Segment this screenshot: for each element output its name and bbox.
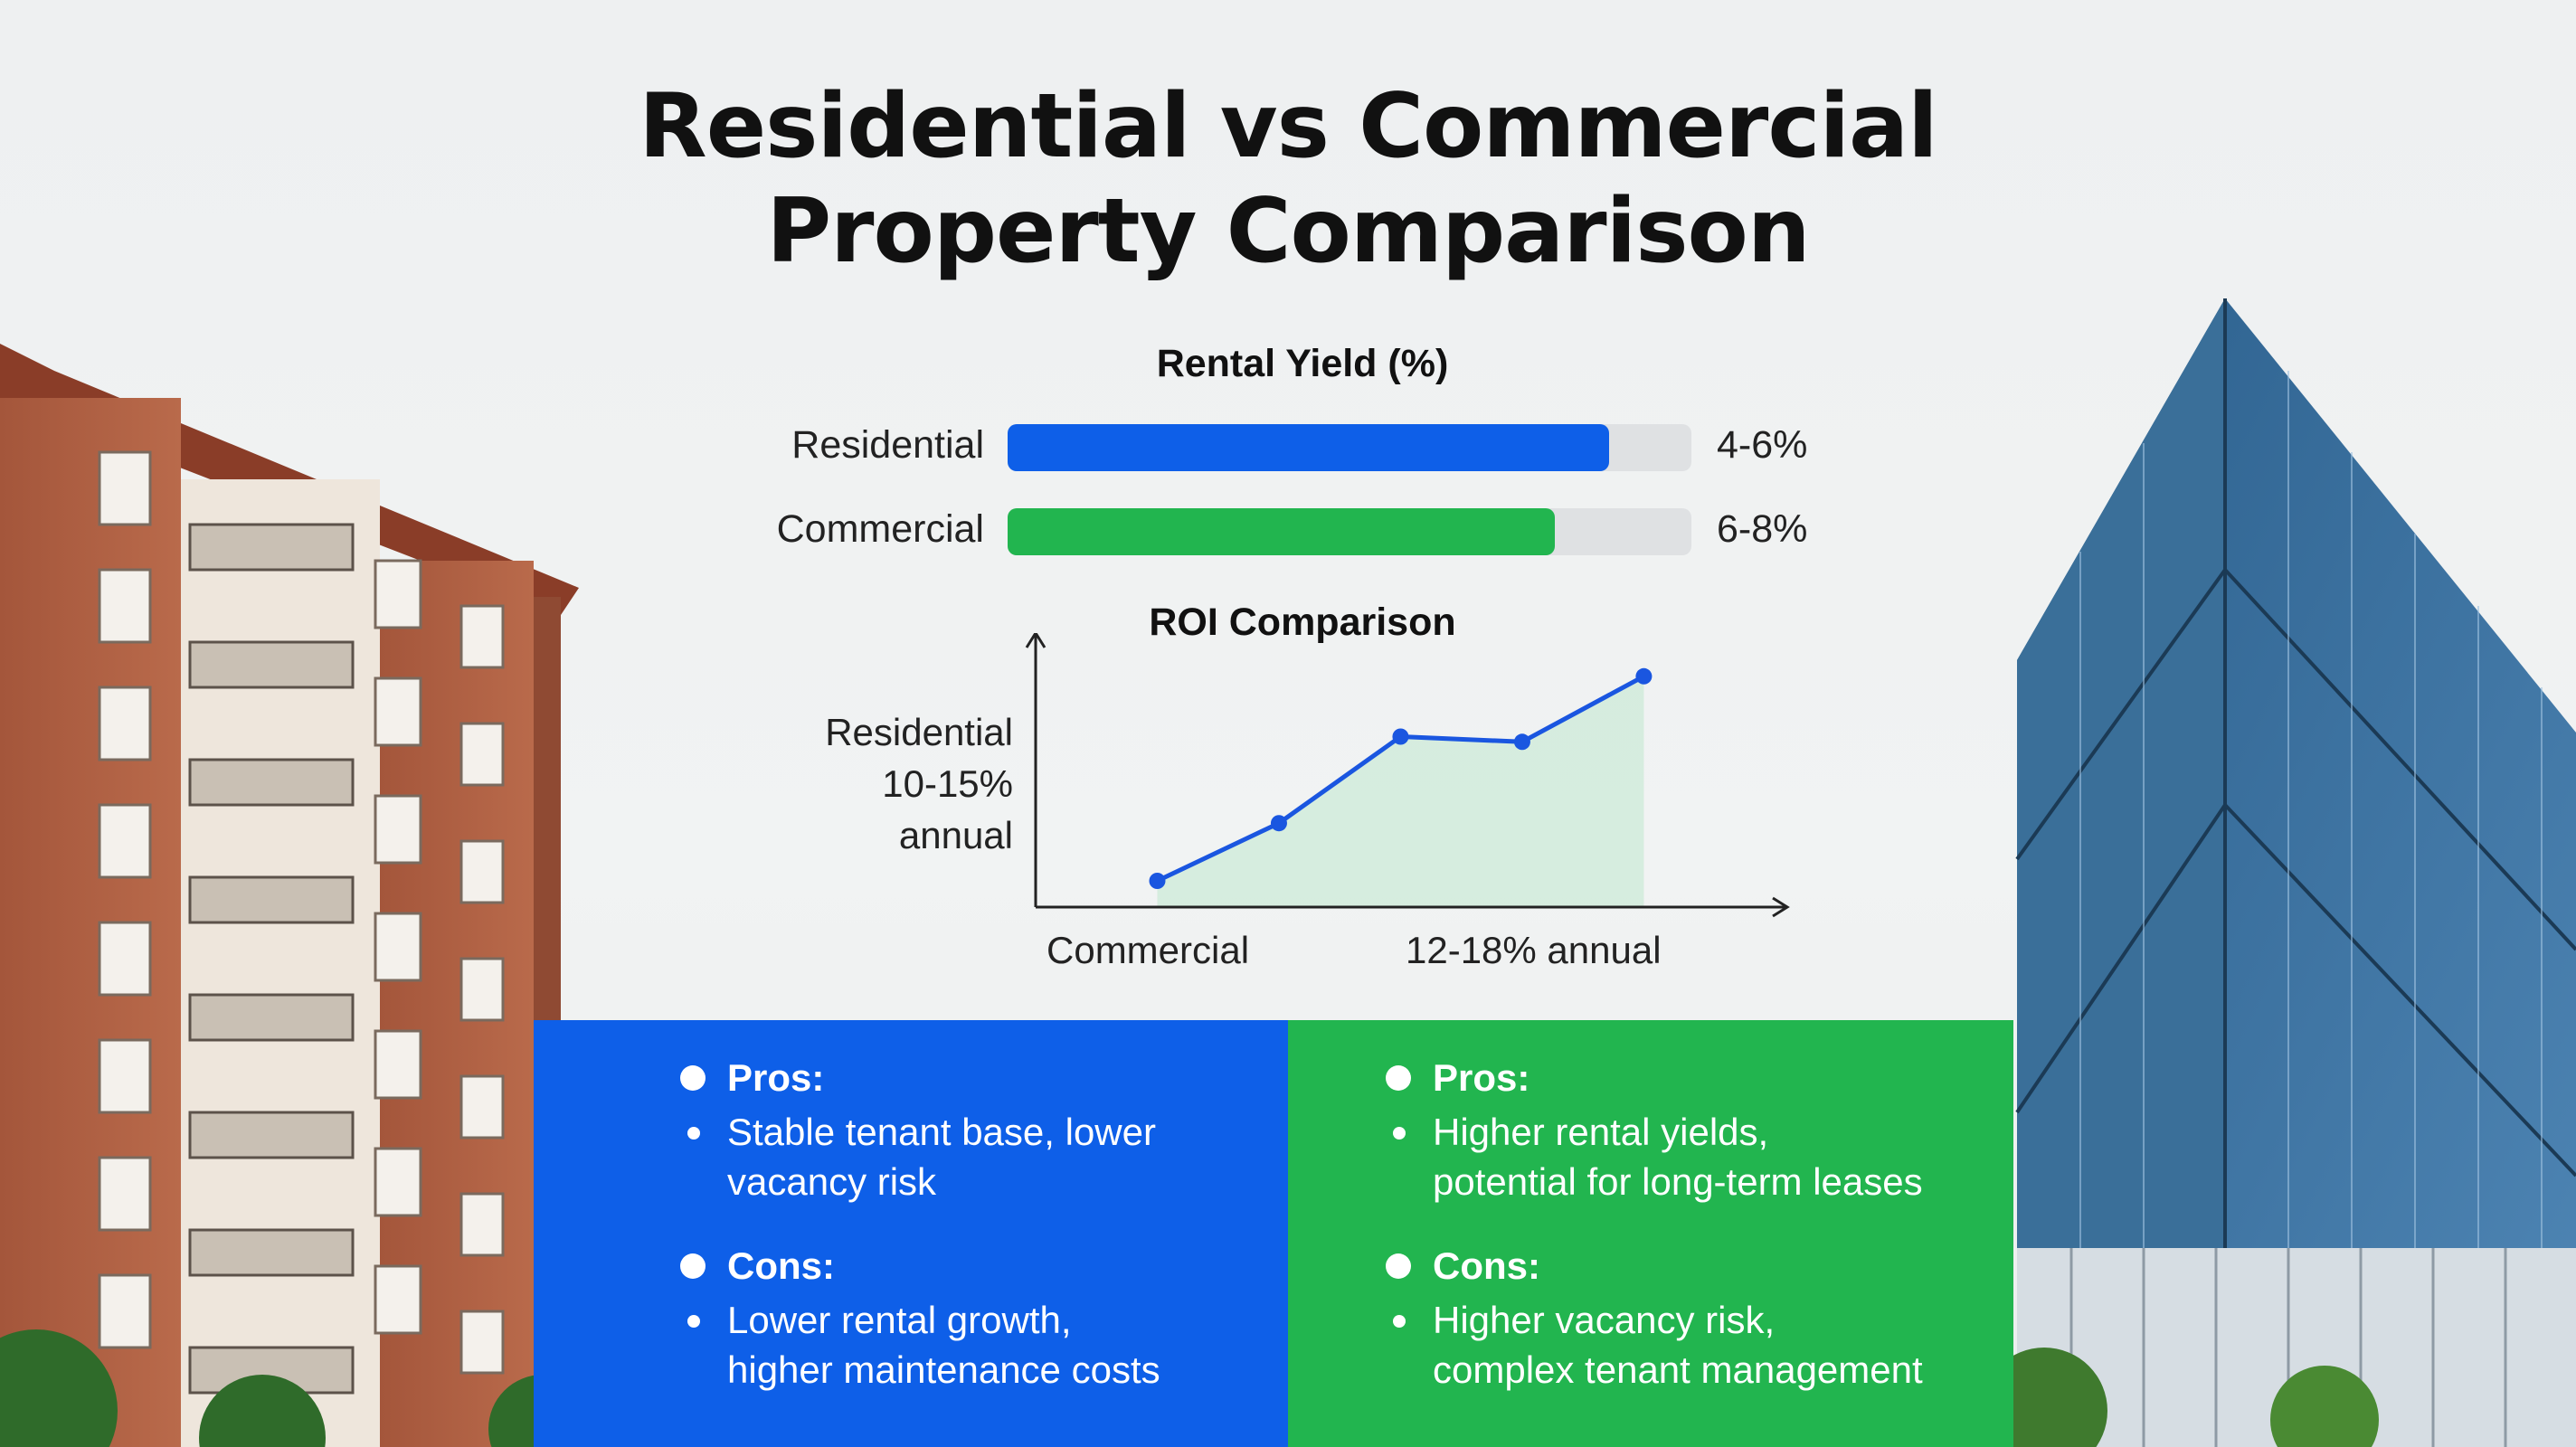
roi-point-4 (1513, 733, 1530, 751)
roi-area-fill (1157, 676, 1644, 907)
commercial-cons-line-1: Higher vacancy risk, (1433, 1299, 1776, 1341)
commercial-pros-label: Pros: (1433, 1056, 1530, 1099)
roi-y-annotation-line-2: 10-15% (882, 762, 1013, 805)
residential-cons-label: Cons: (727, 1244, 835, 1287)
commercial-pros-line-2: potential for long-term leases (1433, 1160, 1923, 1203)
commercial-pros-line-1: Higher rental yields, (1433, 1111, 1769, 1153)
pros-dot-icon (1386, 1065, 1411, 1091)
roi-y-axis-arrow-icon (1025, 633, 1046, 648)
residential-pros-line-1: Stable tenant base, lower (727, 1111, 1156, 1153)
bar-track-residential (1008, 424, 1691, 471)
residential-panel: Pros: Stable tenant base, lower vacancy … (534, 1020, 1288, 1447)
commercial-panel: Pros: Higher rental yields, potential fo… (1288, 1020, 2013, 1447)
bar-value-residential: 4-6% (1717, 423, 1808, 467)
roi-point-3 (1392, 728, 1409, 745)
title-line-1: Residential vs Commercial (639, 75, 1938, 178)
bar-residential (1008, 424, 1609, 471)
roi-y-annotation-line-1: Residential (825, 711, 1013, 753)
commercial-cons-line-2: complex tenant management (1433, 1348, 1923, 1391)
commercial-cons-label: Cons: (1433, 1244, 1540, 1287)
roi-y-annotation-line-3: annual (898, 814, 1013, 856)
roi-comparison-title: ROI Comparison (1149, 601, 1456, 644)
bar-value-commercial: 6-8% (1717, 507, 1808, 551)
roi-x-annotation-left: Commercial (1046, 929, 1250, 971)
commercial-building-image (1999, 298, 2576, 1447)
bar-track-commercial (1008, 508, 1691, 555)
roi-point-2 (1270, 815, 1287, 832)
residential-pros-line-2: vacancy risk (727, 1160, 937, 1203)
title-line-2: Property Comparison (766, 180, 1810, 283)
bar-label-commercial: Commercial (776, 507, 984, 551)
bullet-icon (687, 1315, 700, 1328)
bar-label-residential: Residential (791, 423, 984, 467)
rental-yield-title: Rental Yield (%) (1156, 342, 1449, 385)
page-title: Residential vs Commercial Property Compa… (0, 74, 2576, 284)
roi-x-axis-arrow-icon (1772, 896, 1790, 918)
bar-commercial (1008, 508, 1555, 555)
bullet-icon (687, 1127, 700, 1140)
cons-dot-icon (1386, 1253, 1411, 1279)
bullet-icon (1393, 1127, 1406, 1140)
roi-chart (1025, 633, 1790, 918)
roi-point-5 (1635, 667, 1653, 685)
roi-point-1 (1149, 873, 1166, 889)
residential-building-image (0, 344, 579, 1447)
cons-dot-icon (680, 1253, 706, 1279)
residential-cons-line-2: higher maintenance costs (727, 1348, 1160, 1391)
residential-cons-line-1: Lower rental growth, (727, 1299, 1072, 1341)
pros-dot-icon (680, 1065, 706, 1091)
residential-pros-label: Pros: (727, 1056, 825, 1099)
roi-x-annotation-right: 12-18% annual (1406, 929, 1662, 971)
bullet-icon (1393, 1315, 1406, 1328)
